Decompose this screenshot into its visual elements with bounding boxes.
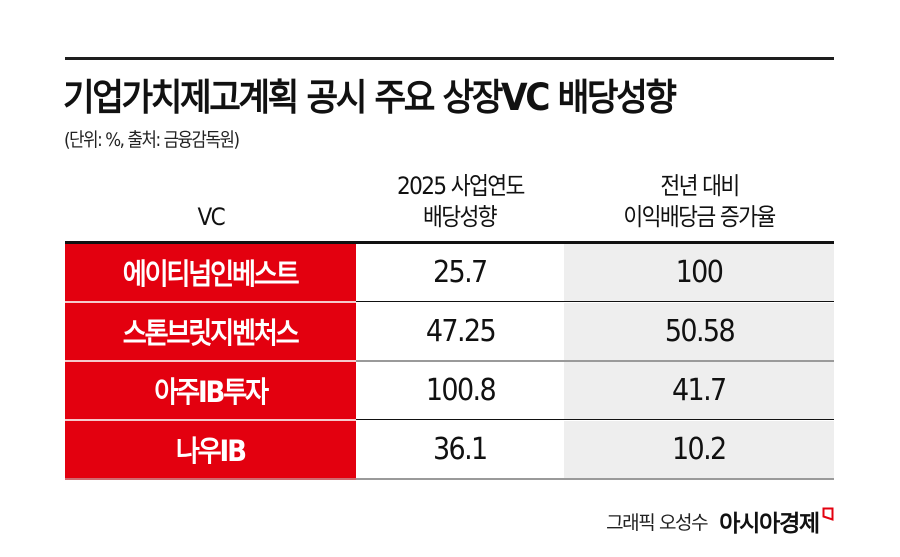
table-row: 스톤브릿지벤처스 47.25 50.58	[65, 302, 834, 360]
dividend-growth-cell: 50.58	[564, 302, 834, 360]
dividend-growth-value: 100	[675, 254, 724, 290]
payout-ratio-cell: 36.1	[356, 420, 564, 478]
vc-name: 에이티넘인베스트	[123, 257, 300, 291]
page-title: 기업가치제고계획 공시 주요 상장VC 배당성향	[63, 76, 677, 119]
graphic-credit: 그래픽 오성수	[606, 511, 709, 534]
dividend-growth-value: 50.58	[664, 313, 735, 349]
vc-name-cell: 나우IB	[65, 420, 356, 478]
table-header: VC 2025 사업연도 배당성향 전년 대비 이익배당금 증가율	[65, 160, 834, 241]
unit-source-note: (단위: %, 출처: 금융감독원)	[64, 129, 240, 151]
table-row: 에이티넘인베스트 25.7 100	[65, 243, 834, 301]
footer: 그래픽 오성수 아시아경제	[606, 503, 834, 539]
payout-ratio-cell: 47.25	[356, 302, 564, 360]
column-header-dividend-growth: 전년 대비 이익배당금 증가율	[564, 160, 834, 241]
column-header-label: 이익배당금 증가율	[623, 203, 776, 231]
vc-name: 아주IB투자	[154, 375, 269, 409]
dividend-growth-value: 41.7	[672, 372, 727, 408]
column-header-label: 전년 대비	[659, 172, 740, 200]
table-row: 나우IB 36.1 10.2	[65, 420, 834, 478]
vc-name-cell: 아주IB투자	[65, 361, 356, 419]
header-rule	[65, 241, 834, 244]
payout-ratio-value: 100.8	[425, 372, 496, 408]
top-rule	[65, 57, 834, 60]
payout-ratio-value: 25.7	[433, 254, 488, 290]
vc-name: 스톤브릿지벤처스	[123, 316, 300, 350]
dividend-growth-cell: 10.2	[564, 420, 834, 478]
column-header-label: VC	[197, 203, 225, 231]
table-bottom-rule	[65, 477, 834, 480]
payout-ratio-value: 36.1	[433, 431, 488, 467]
vc-name-cell: 스톤브릿지벤처스	[65, 302, 356, 360]
vc-name: 나우IB	[176, 434, 247, 468]
column-header-label: 배당성향	[423, 203, 498, 231]
dividend-growth-cell: 100	[564, 243, 834, 301]
row-divider	[65, 359, 834, 362]
row-divider	[65, 300, 834, 303]
payout-ratio-value: 47.25	[425, 313, 496, 349]
column-header-vc: VC	[65, 160, 356, 241]
brand-logo-text: 아시아경제	[719, 511, 820, 537]
table-row: 아주IB투자 100.8 41.7	[65, 361, 834, 419]
column-header-label: 2025 사업연도	[396, 172, 525, 200]
asiae-logo-icon	[822, 507, 834, 521]
payout-ratio-cell: 100.8	[356, 361, 564, 419]
row-divider	[65, 418, 834, 421]
vc-name-cell: 에이티넘인베스트	[65, 243, 356, 301]
dividend-growth-cell: 41.7	[564, 361, 834, 419]
dividend-growth-value: 10.2	[672, 431, 727, 467]
column-header-payout-ratio: 2025 사업연도 배당성향	[356, 160, 564, 241]
payout-ratio-cell: 25.7	[356, 243, 564, 301]
payout-table: VC 2025 사업연도 배당성향 전년 대비 이익배당금 증가율 에이티넘인베…	[65, 160, 834, 480]
